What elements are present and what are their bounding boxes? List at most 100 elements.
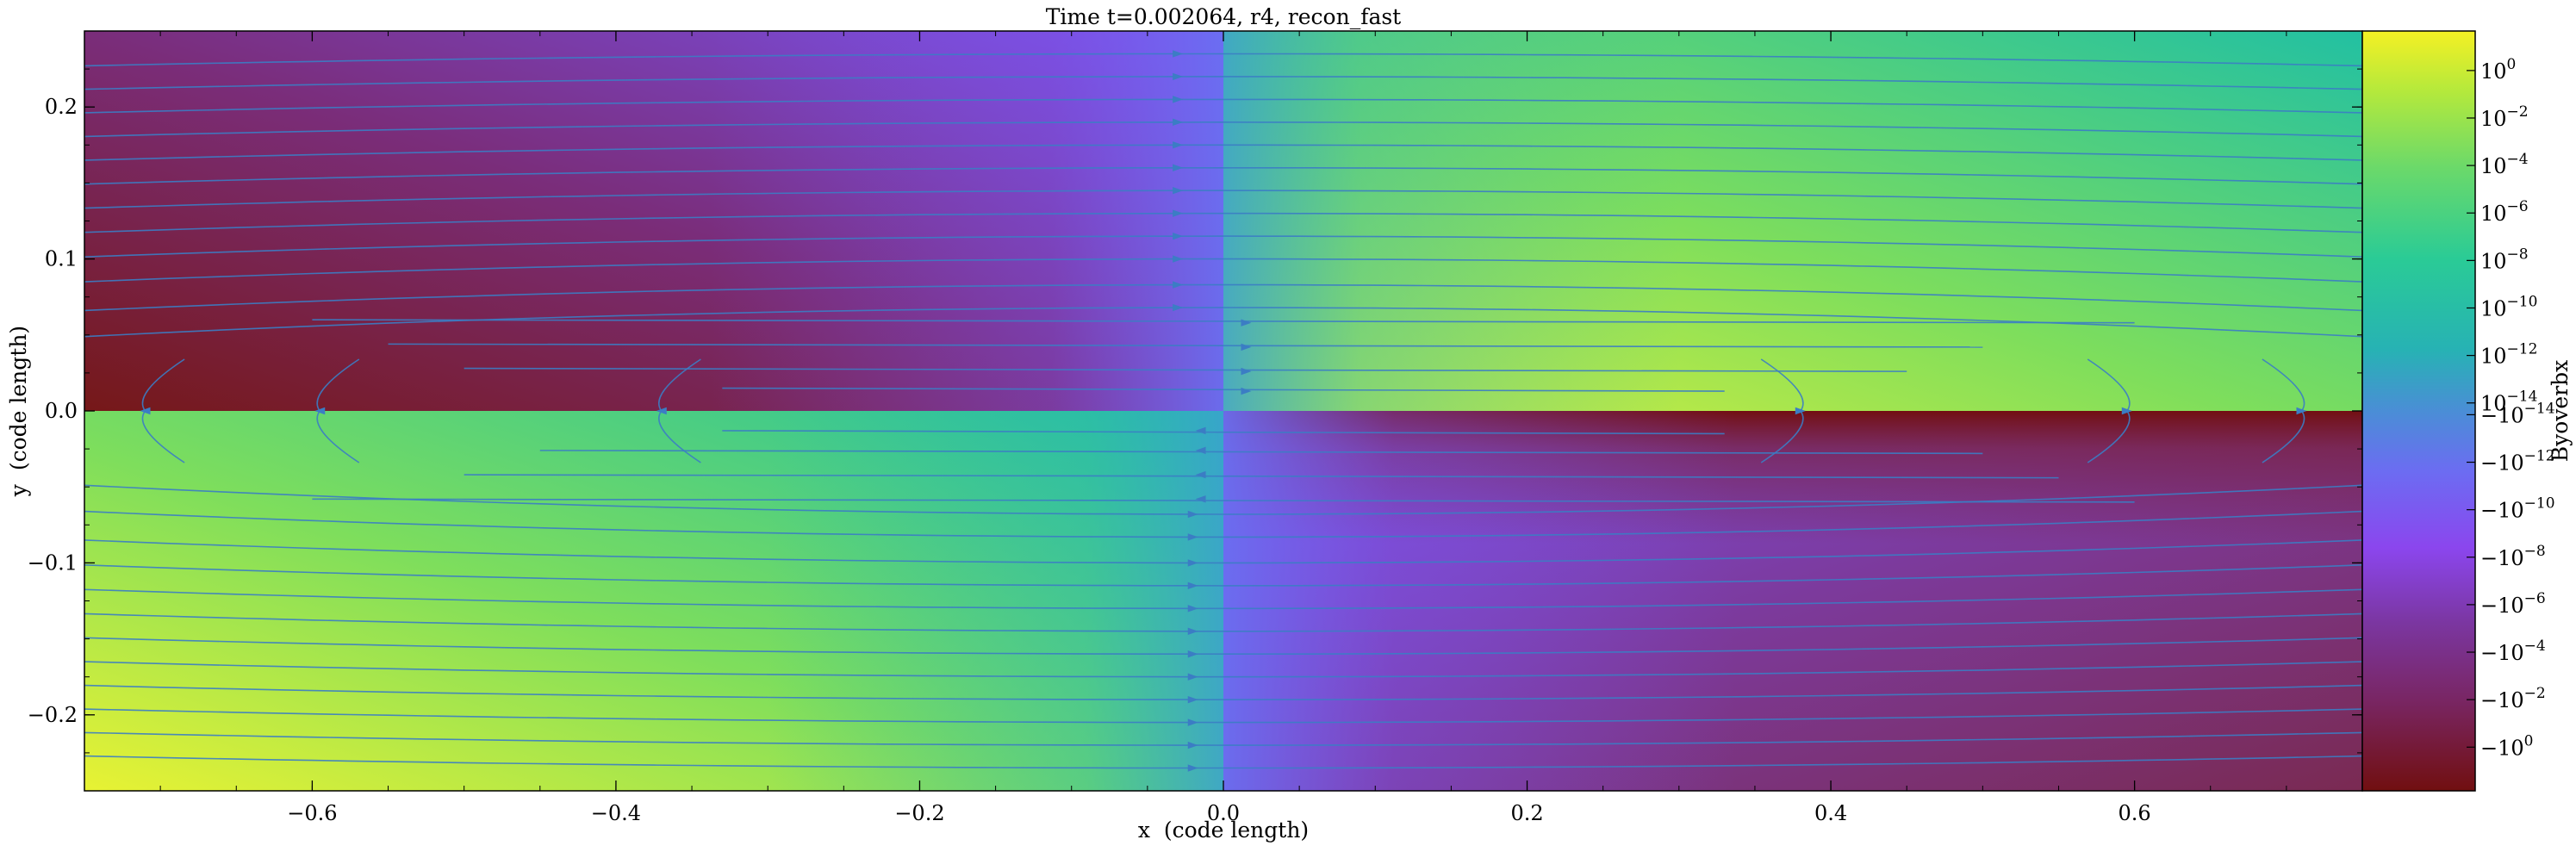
colorbar-tick-label-negative: −10−14 xyxy=(2480,400,2555,427)
streamline xyxy=(84,637,2362,655)
x-axis-ticks: −0.6 −0.4 −0.2 0.0 0.2 0.4 0.6 xyxy=(159,31,2287,825)
colorbar-label: Byoverbx xyxy=(2548,360,2573,463)
streamline-arrow xyxy=(1195,446,1206,455)
streamline-arrow xyxy=(1187,741,1198,749)
colorbar-tick-label-positive: 10−2 xyxy=(2480,103,2529,131)
streamline-arrow xyxy=(1241,367,1252,376)
separatrix-arrow xyxy=(140,407,151,415)
streamline xyxy=(84,731,2362,746)
streamline xyxy=(84,283,2362,312)
separatrix-arrow xyxy=(314,407,326,415)
streamline-arrow xyxy=(1195,426,1206,435)
streamline xyxy=(464,367,1907,372)
streamline-arrow xyxy=(1173,164,1184,171)
streamline xyxy=(84,588,2362,610)
streamline-arrow xyxy=(1187,718,1198,726)
x-tick-label: 0.0 xyxy=(1207,801,1240,825)
y-tick-label: 0.0 xyxy=(45,399,78,423)
quadrant-lower-left-overlay xyxy=(84,411,1223,791)
streamline-arrow xyxy=(1195,495,1206,503)
colorbar-tick-label-positive: 10−4 xyxy=(2480,151,2529,178)
colorbar-ticks: 100 10−2 10−4 10−6 10−8 10−10 10−12 10−14−10−14… xyxy=(2467,56,2555,760)
streamline-arrow xyxy=(1241,343,1252,351)
streamline-arrow xyxy=(1187,764,1198,772)
colorbar-tick-label-positive: 10−10 xyxy=(2480,293,2537,320)
y-tick-label: 0.2 xyxy=(45,95,78,119)
colorbar-tick-label-negative: −10−4 xyxy=(2480,637,2546,665)
streamline-arrow xyxy=(1187,650,1198,658)
colorbar-tick-label-positive: 100 xyxy=(2480,56,2516,84)
streamline-arrow xyxy=(1187,673,1198,681)
x-axis-label: x (code length) xyxy=(1138,818,1309,843)
streamline xyxy=(84,755,2362,769)
x-tick-label: 0.2 xyxy=(1510,801,1543,825)
streamline-arrow xyxy=(1173,209,1184,217)
streamline xyxy=(312,319,2135,324)
streamline xyxy=(84,212,2362,233)
x-tick-label: −0.4 xyxy=(591,801,641,825)
streamline-arrow xyxy=(1241,387,1252,395)
quadrant-upper-left-overlay xyxy=(84,31,1223,411)
y-axis-label: y (code length) xyxy=(6,326,31,497)
streamline-arrow xyxy=(1187,559,1198,567)
streamline xyxy=(84,539,2362,564)
streamline xyxy=(539,450,1983,455)
streamline xyxy=(84,190,2362,209)
streamline xyxy=(84,564,2362,587)
streamline xyxy=(388,343,1983,348)
streamline-arrow xyxy=(1173,72,1184,81)
streamline-arrow xyxy=(1187,627,1198,635)
colorbar-tick-label-negative: −10−10 xyxy=(2480,495,2555,523)
streamline xyxy=(312,498,2135,503)
colorbar-tick-label-negative: −100 xyxy=(2480,732,2533,760)
streamline xyxy=(84,708,2362,724)
x-tick-label: −0.6 xyxy=(287,801,337,825)
streamlines xyxy=(84,50,2362,772)
streamline-arrow xyxy=(1187,695,1198,704)
streamline-arrow xyxy=(1173,118,1184,127)
quadrant-lower-right-overlay-x xyxy=(1223,411,2362,791)
colorbar-tick-label-negative: −10−12 xyxy=(2480,448,2555,476)
colorbar-tick-label-negative: −10−8 xyxy=(2480,543,2546,570)
streamline xyxy=(84,167,2362,185)
y-tick-label: 0.1 xyxy=(45,247,78,271)
streamline xyxy=(84,76,2362,90)
x-tick-label: 0.6 xyxy=(2119,801,2151,825)
streamline-arrow xyxy=(1173,255,1184,263)
colorbar-tick-label-positive: 10−8 xyxy=(2480,246,2529,273)
streamline-arrow xyxy=(1195,470,1206,479)
colorbar-tick-label-negative: −10−6 xyxy=(2480,590,2546,618)
streamline xyxy=(84,98,2362,114)
streamline-arrow xyxy=(1173,232,1184,240)
streamline-arrow xyxy=(1187,533,1198,541)
separatrix-arrow xyxy=(1795,407,1806,415)
streamline-arrow xyxy=(1173,187,1184,195)
y-axis-ticks: −0.2 −0.1 0.0 0.1 0.2 xyxy=(28,30,2362,754)
separatrix-arrow xyxy=(656,407,667,415)
streamline xyxy=(84,144,2362,161)
colorbar-tick-label-positive: 10−12 xyxy=(2480,341,2537,369)
streamline-arrow xyxy=(1187,581,1198,590)
streamline-arrow xyxy=(1173,281,1184,289)
streamline xyxy=(84,510,2362,538)
streamline-arrow xyxy=(1241,319,1252,326)
field-image xyxy=(84,31,2362,791)
streamline xyxy=(722,387,1725,392)
streamline-arrow xyxy=(1173,303,1184,312)
streamline-arrow xyxy=(1173,96,1184,103)
streamline xyxy=(84,661,2362,678)
streamline xyxy=(84,613,2362,632)
streamline-arrow xyxy=(1173,141,1184,149)
y-tick-label: −0.2 xyxy=(28,703,78,727)
x-tick-label: 0.4 xyxy=(1814,801,1847,825)
colorbar xyxy=(2361,30,2476,792)
colorbar-tick-label-positive: 10−6 xyxy=(2480,198,2529,226)
quadrant-upper-right-overlay xyxy=(1223,31,2362,411)
colorbar-tick-label-negative: −10−2 xyxy=(2480,685,2546,712)
streamline xyxy=(84,53,2362,67)
streamline xyxy=(84,121,2362,138)
separatrix-arrow xyxy=(2296,407,2307,415)
separatrix-arrow xyxy=(2121,407,2132,415)
streamline xyxy=(84,258,2362,283)
